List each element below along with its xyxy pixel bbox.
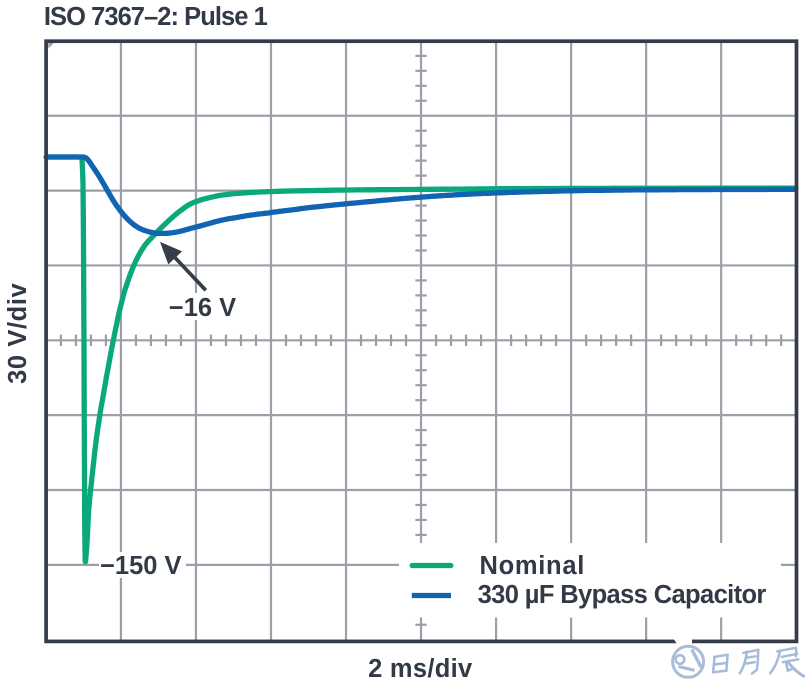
- svg-text:−16 V: −16 V: [169, 294, 236, 322]
- svg-text:2 ms/div: 2 ms/div: [368, 655, 473, 683]
- svg-text:Nominal: Nominal: [480, 552, 586, 580]
- svg-text:−150 V: −150 V: [100, 552, 182, 580]
- svg-text:ISO 7367–2: Pulse 1: ISO 7367–2: Pulse 1: [44, 3, 268, 31]
- svg-text:30 V/div: 30 V/div: [4, 282, 32, 383]
- svg-text:330 µF Bypass Capacitor: 330 µF Bypass Capacitor: [478, 581, 767, 609]
